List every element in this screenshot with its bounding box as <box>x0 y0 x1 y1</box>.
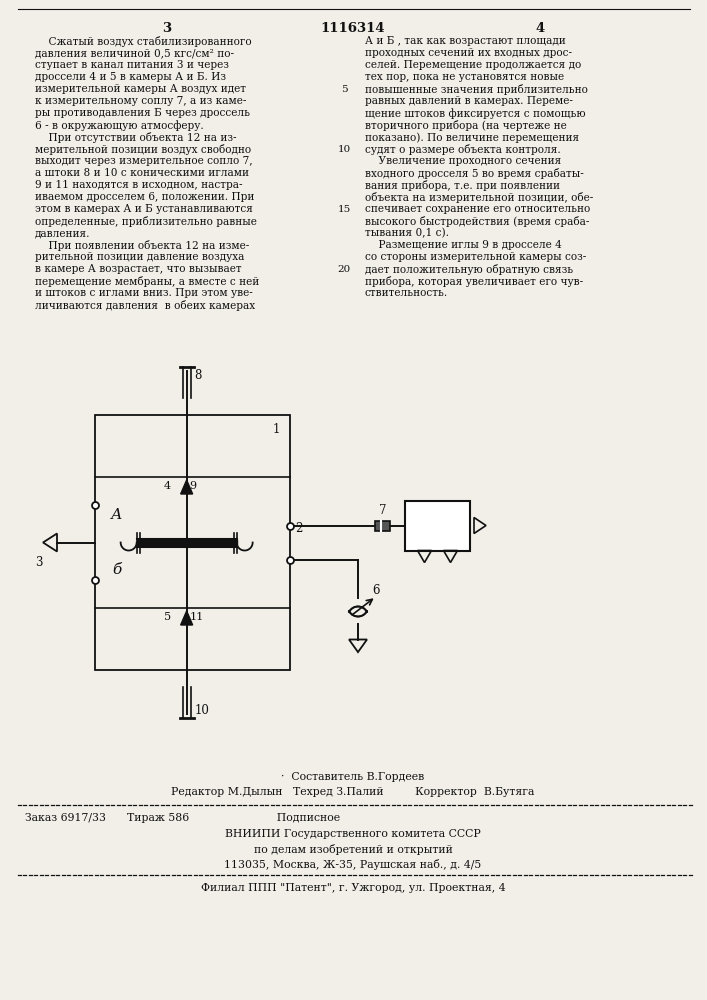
Text: давления величиной 0,5 кгс/см² по-: давления величиной 0,5 кгс/см² по- <box>35 48 234 58</box>
Text: При появлении объекта 12 на изме-: При появлении объекта 12 на изме- <box>35 240 250 251</box>
Text: 6 - в окружающую атмосферу.: 6 - в окружающую атмосферу. <box>35 120 204 131</box>
Text: ·  Составитель В.Гордеев: · Составитель В.Гордеев <box>281 772 425 782</box>
Text: 15: 15 <box>337 206 351 215</box>
Text: объекта на измерительной позиции, обе-: объекта на измерительной позиции, обе- <box>365 192 593 203</box>
Text: высокого быстродействия (время сраба-: высокого быстродействия (время сраба- <box>365 216 590 227</box>
Text: При отсутствии объекта 12 на из-: При отсутствии объекта 12 на из- <box>35 132 237 143</box>
Text: 2: 2 <box>295 522 303 534</box>
Bar <box>95 415 290 670</box>
Text: 113035, Москва, Ж-35, Раушская наб., д. 4/5: 113035, Москва, Ж-35, Раушская наб., д. … <box>224 859 481 870</box>
Text: ры противодавления Б через дроссель: ры противодавления Б через дроссель <box>35 108 250 118</box>
Text: этом в камерах А и Б устанавливаются: этом в камерах А и Б устанавливаются <box>35 204 253 214</box>
Text: 5: 5 <box>341 86 347 95</box>
Text: селей. Перемещение продолжается до: селей. Перемещение продолжается до <box>365 60 581 70</box>
Text: мерительной позиции воздух свободно: мерительной позиции воздух свободно <box>35 144 251 155</box>
Bar <box>375 520 390 530</box>
Text: 7: 7 <box>379 504 386 516</box>
Text: Филиал ППП "Патент", г. Ужгород, ул. Проектная, 4: Филиал ППП "Патент", г. Ужгород, ул. Про… <box>201 883 506 893</box>
Text: Редактор М.Дылын   Техред З.Палий         Корректор  В.Бутяга: Редактор М.Дылын Техред З.Палий Корректо… <box>171 787 534 797</box>
Text: 12: 12 <box>428 520 448 534</box>
Text: давления.: давления. <box>35 228 90 238</box>
Text: по делам изобретений и открытий: по делам изобретений и открытий <box>254 844 452 855</box>
Text: дает положительную обратную связь: дает положительную обратную связь <box>365 264 573 275</box>
Text: 9: 9 <box>189 481 197 491</box>
Text: ВНИИПИ Государственного комитета СССР: ВНИИПИ Государственного комитета СССР <box>225 829 481 839</box>
Text: 10: 10 <box>337 145 351 154</box>
Polygon shape <box>181 480 192 494</box>
Text: а штоки 8 и 10 с коническими иглами: а штоки 8 и 10 с коническими иглами <box>35 168 249 178</box>
Text: 6: 6 <box>372 584 380 597</box>
Text: и штоков с иглами вниз. При этом уве-: и штоков с иглами вниз. При этом уве- <box>35 288 252 298</box>
Text: иваемом дросселем 6, положении. При: иваемом дросселем 6, положении. При <box>35 192 255 202</box>
Text: 4: 4 <box>535 22 544 35</box>
Text: б: б <box>112 563 122 577</box>
Text: 8: 8 <box>194 369 202 382</box>
Text: тывания 0,1 с).: тывания 0,1 с). <box>365 228 449 238</box>
Text: вания прибора, т.е. при появлении: вания прибора, т.е. при появлении <box>365 180 560 191</box>
Polygon shape <box>181 611 192 625</box>
Text: тех пор, пока не установятся новые: тех пор, пока не установятся новые <box>365 72 564 82</box>
Text: в камере А возрастает, что вызывает: в камере А возрастает, что вызывает <box>35 264 242 274</box>
Text: 11: 11 <box>189 612 204 622</box>
Text: перемещение мембраны, а вместе с ней: перемещение мембраны, а вместе с ней <box>35 276 259 287</box>
Bar <box>405 500 470 550</box>
Text: рительной позиции давление воздуха: рительной позиции давление воздуха <box>35 252 245 262</box>
Text: 1116314: 1116314 <box>321 22 385 35</box>
Text: щение штоков фиксируется с помощью: щение штоков фиксируется с помощью <box>365 108 585 119</box>
Text: показано). По величине перемещения: показано). По величине перемещения <box>365 132 579 143</box>
Text: выходит через измерительное сопло 7,: выходит через измерительное сопло 7, <box>35 156 252 166</box>
Text: ступает в канал питания 3 и через: ступает в канал питания 3 и через <box>35 60 229 70</box>
Text: 10: 10 <box>194 704 209 717</box>
Text: Заказ 6917/33      Тираж 586                         Подписное: Заказ 6917/33 Тираж 586 Подписное <box>25 813 340 823</box>
Text: Сжатый воздух стабилизированного: Сжатый воздух стабилизированного <box>35 36 252 47</box>
Text: входного дросселя 5 во время срабаты-: входного дросселя 5 во время срабаты- <box>365 168 584 179</box>
Text: равных давлений в камерах. Переме-: равных давлений в камерах. Переме- <box>365 96 573 106</box>
Text: 20: 20 <box>337 265 351 274</box>
Text: судят о размере объекта контроля.: судят о размере объекта контроля. <box>365 144 561 155</box>
Text: 5: 5 <box>163 612 170 622</box>
Text: спечивает сохранение его относительно: спечивает сохранение его относительно <box>365 204 590 214</box>
Text: личиваются давления  в обеих камерах: личиваются давления в обеих камерах <box>35 300 255 311</box>
Text: 1: 1 <box>273 423 280 436</box>
Text: прибора, которая увеличивает его чув-: прибора, которая увеличивает его чув- <box>365 276 583 287</box>
Text: ствительность.: ствительность. <box>365 288 448 298</box>
Text: 3: 3 <box>163 22 172 35</box>
Text: Размещение иглы 9 в дросселе 4: Размещение иглы 9 в дросселе 4 <box>365 240 562 250</box>
Text: измерительной камеры А воздух идет: измерительной камеры А воздух идет <box>35 84 246 94</box>
Text: вторичного прибора (на чертеже не: вторичного прибора (на чертеже не <box>365 120 567 131</box>
Text: дроссели 4 и 5 в камеры А и Б. Из: дроссели 4 и 5 в камеры А и Б. Из <box>35 72 226 82</box>
Text: со стороны измерительной камеры соз-: со стороны измерительной камеры соз- <box>365 252 586 262</box>
Text: 3: 3 <box>35 556 42 568</box>
Text: 9 и 11 находятся в исходном, настра-: 9 и 11 находятся в исходном, настра- <box>35 180 243 190</box>
Text: А и Б , так как возрастают площади: А и Б , так как возрастают площади <box>365 36 566 46</box>
Text: Увеличение проходного сечения: Увеличение проходного сечения <box>365 156 561 166</box>
Text: повышенные значения приблизительно: повышенные значения приблизительно <box>365 84 588 95</box>
Polygon shape <box>136 540 237 546</box>
Text: определенные, приблизительно равные: определенные, приблизительно равные <box>35 216 257 227</box>
Text: 4: 4 <box>163 481 170 491</box>
Text: к измерительному соплу 7, а из каме-: к измерительному соплу 7, а из каме- <box>35 96 246 106</box>
Text: проходных сечений их входных дрос-: проходных сечений их входных дрос- <box>365 48 572 58</box>
Text: А: А <box>111 508 123 522</box>
